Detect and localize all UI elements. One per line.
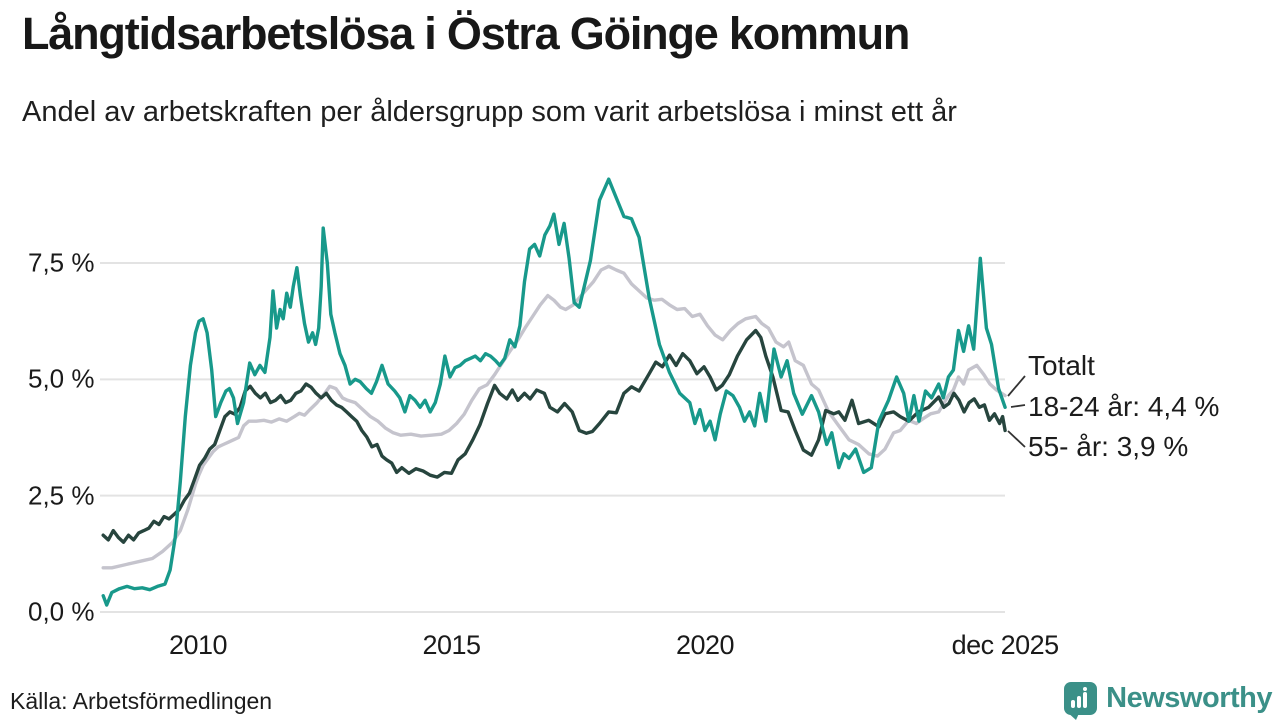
y-axis-tick-label: 7,5 % (28, 247, 95, 278)
series-lines (101, 177, 1007, 607)
annotation-leader-lines (1007, 375, 1026, 448)
page-title: Långtidsarbetslösa i Östra Göinge kommun (22, 8, 910, 59)
leader-line-youth (1010, 404, 1026, 408)
series-end-label-youth: 18-24 år: 4,4 % (1028, 391, 1220, 422)
series-line-55--år (101, 328, 1007, 544)
y-axis-tick-label: 5,0 % (28, 363, 95, 394)
series-end-label-senior: 55- år: 3,9 % (1028, 431, 1189, 462)
page-subtitle: Andel av arbetskraften per åldersgrupp s… (22, 96, 957, 128)
gridlines (100, 262, 1005, 613)
bar-chart-speech-bubble-icon (1064, 682, 1098, 720)
x-axis-tick-label: 2020 (675, 630, 735, 660)
y-axis-tick-label: 0,0 % (28, 596, 95, 627)
series-end-label-totalt: Totalt (1028, 350, 1095, 381)
series-line-totalt (101, 264, 1007, 570)
y-axis-tick-label: 2,5 % (28, 480, 95, 511)
brand-wordmark: Newsworthy (1106, 682, 1272, 714)
x-axis-tick-label: 2010 (168, 630, 228, 660)
series-line-18-24-år (101, 177, 1007, 607)
leader-line-senior (1007, 430, 1026, 448)
source-credit: Källa: Arbetsförmedlingen (10, 688, 273, 714)
x-axis-tick-label: 2015 (422, 630, 481, 660)
brand-logo: Newsworthy (1064, 682, 1272, 720)
leader-line-totalt (1007, 375, 1026, 397)
x-axis-tick-label: dec 2025 (951, 630, 1060, 660)
